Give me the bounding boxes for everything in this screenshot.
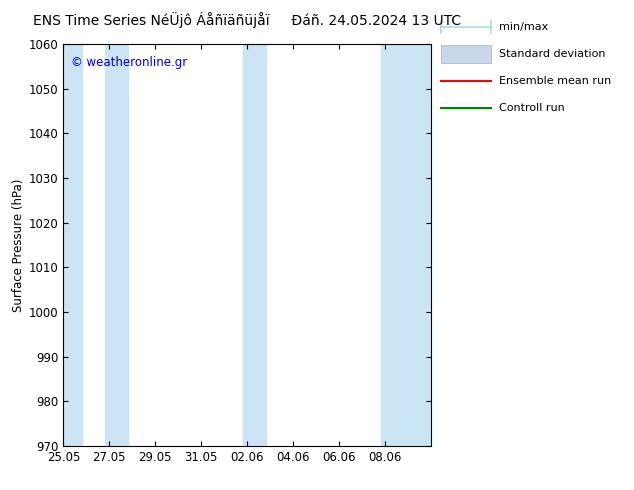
- Y-axis label: Surface Pressure (hPa): Surface Pressure (hPa): [11, 178, 25, 312]
- Text: Controll run: Controll run: [499, 103, 565, 113]
- Text: © weatheronline.gr: © weatheronline.gr: [71, 56, 187, 69]
- Bar: [380, 44, 431, 446]
- Bar: [105, 44, 127, 446]
- Bar: [243, 44, 266, 446]
- Text: Standard deviation: Standard deviation: [499, 49, 605, 59]
- Text: ENS Time Series NéÜjô Áåñïäñüjåï     Ðáñ. 24.05.2024 13 UTC: ENS Time Series NéÜjô Áåñïäñüjåï Ðáñ. 24…: [33, 12, 462, 28]
- Bar: [63, 44, 82, 446]
- Text: Ensemble mean run: Ensemble mean run: [499, 76, 611, 86]
- Text: min/max: min/max: [499, 22, 548, 32]
